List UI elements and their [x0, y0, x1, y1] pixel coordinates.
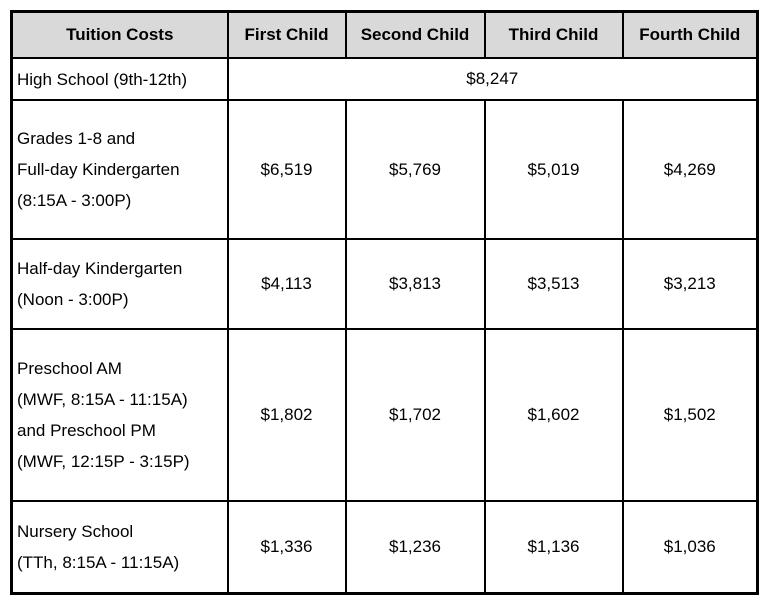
value-cell: $4,269 — [621, 99, 759, 240]
value-cell: $5,769 — [344, 99, 486, 240]
value-cell: $3,213 — [621, 238, 759, 330]
header-third-child: Third Child — [483, 10, 624, 59]
header-second-child: Second Child — [344, 10, 486, 59]
merged-value-high-school: $8,247 — [226, 57, 759, 101]
value-cell: $1,336 — [226, 500, 347, 595]
value-cell: $1,702 — [344, 328, 486, 502]
value-cell: $4,113 — [226, 238, 347, 330]
table-row-grades-1-8: Grades 1-8 and Full-day Kindergarten (8:… — [10, 99, 759, 240]
value-cell: $5,019 — [483, 99, 624, 240]
value-cell: $1,802 — [226, 328, 347, 502]
row-label-preschool: Preschool AM (MWF, 8:15A - 11:15A) and P… — [10, 328, 229, 502]
header-tuition-costs: Tuition Costs — [10, 10, 229, 59]
row-label-grades-1-8: Grades 1-8 and Full-day Kindergarten (8:… — [10, 99, 229, 240]
table-row-high-school: High School (9th-12th) $8,247 — [10, 57, 759, 101]
table-row-half-day-kindergarten: Half-day Kindergarten (Noon - 3:00P) $4,… — [10, 238, 759, 330]
table-row-nursery-school: Nursery School (TTh, 8:15A - 11:15A) $1,… — [10, 500, 759, 595]
tuition-table: Tuition Costs First Child Second Child T… — [10, 10, 759, 595]
value-cell: $1,236 — [344, 500, 486, 595]
value-cell: $1,502 — [621, 328, 759, 502]
row-label-high-school: High School (9th-12th) — [10, 57, 229, 101]
row-label-nursery-school: Nursery School (TTh, 8:15A - 11:15A) — [10, 500, 229, 595]
header-fourth-child: Fourth Child — [621, 10, 759, 59]
header-first-child: First Child — [226, 10, 347, 59]
value-cell: $3,813 — [344, 238, 486, 330]
header-row: Tuition Costs First Child Second Child T… — [10, 10, 759, 59]
value-cell: $1,602 — [483, 328, 624, 502]
value-cell: $6,519 — [226, 99, 347, 240]
tuition-table-container: Tuition Costs First Child Second Child T… — [10, 10, 759, 595]
table-row-preschool: Preschool AM (MWF, 8:15A - 11:15A) and P… — [10, 328, 759, 502]
value-cell: $3,513 — [483, 238, 624, 330]
value-cell: $1,136 — [483, 500, 624, 595]
value-cell: $1,036 — [621, 500, 759, 595]
row-label-half-day-kindergarten: Half-day Kindergarten (Noon - 3:00P) — [10, 238, 229, 330]
